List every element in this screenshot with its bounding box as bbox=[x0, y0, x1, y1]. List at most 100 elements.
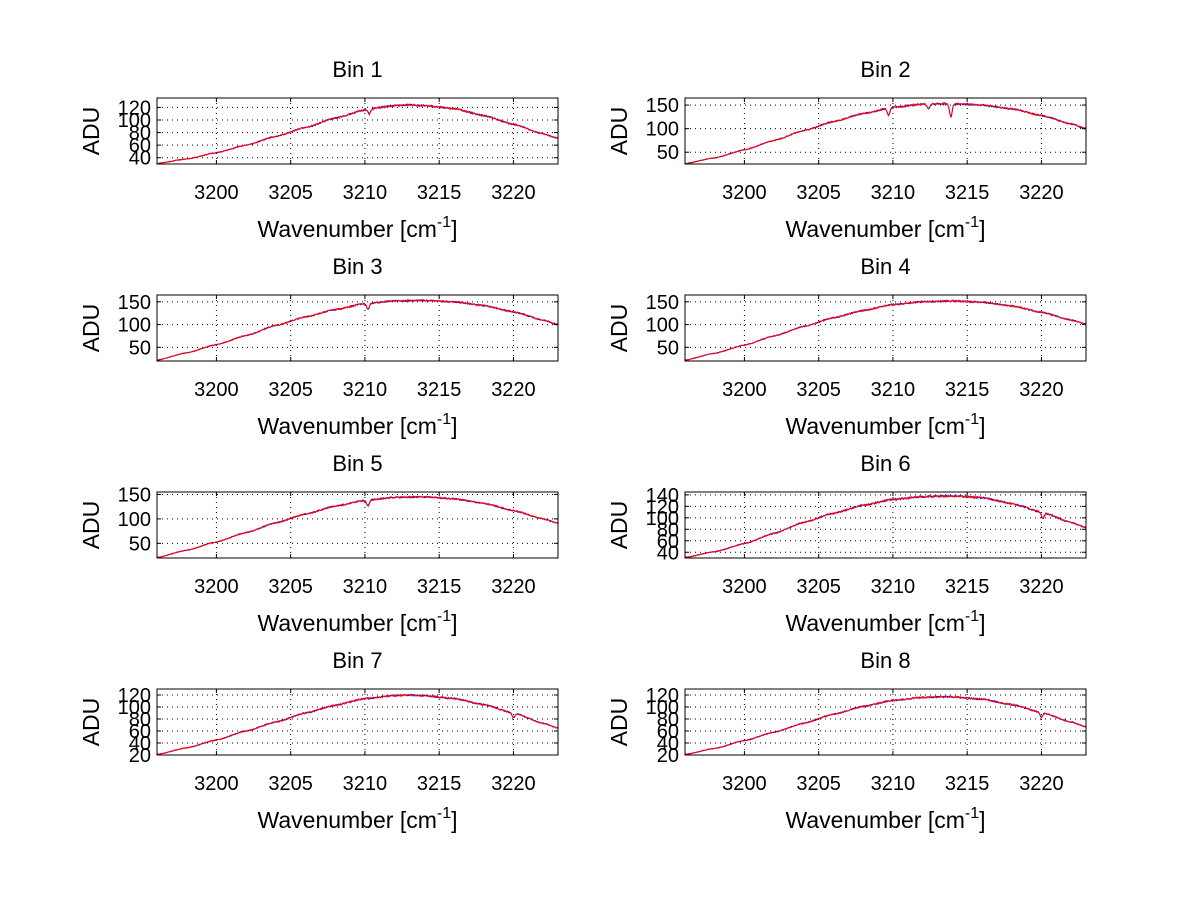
axes-frame bbox=[684, 491, 1087, 559]
series-line-1 bbox=[156, 693, 559, 755]
x-axis-label-exponent: -1 bbox=[965, 214, 979, 231]
x-tick-label: 3220 bbox=[491, 773, 536, 795]
x-axis-label-exponent: -1 bbox=[965, 608, 979, 625]
y-axis-label: ADU bbox=[606, 501, 632, 550]
x-tick-label: 3200 bbox=[722, 182, 767, 204]
x-tick-label: 3205 bbox=[268, 576, 313, 598]
x-tick-label: 3220 bbox=[1019, 182, 1064, 204]
x-tick-label: 3210 bbox=[871, 773, 916, 795]
y-tick-label: 20 bbox=[657, 745, 679, 767]
y-tick-label: 80 bbox=[129, 123, 151, 145]
x-axis-label-bracket: ] bbox=[451, 807, 457, 833]
y-tick-label: 150 bbox=[118, 292, 151, 314]
x-tick-label: 3220 bbox=[1019, 576, 1064, 598]
y-tick-label: 120 bbox=[646, 496, 679, 518]
axes-frame bbox=[156, 688, 559, 756]
x-tick-label: 3205 bbox=[796, 379, 841, 401]
x-axis-label: Wavenumber [cm-1] bbox=[258, 411, 458, 439]
y-tick-label: 20 bbox=[129, 745, 151, 767]
x-tick-label: 3205 bbox=[268, 182, 313, 204]
x-tick-label: 3200 bbox=[194, 379, 239, 401]
y-axis-label: ADU bbox=[78, 698, 104, 747]
x-tick-label: 3205 bbox=[796, 576, 841, 598]
x-tick-label: 3215 bbox=[945, 182, 990, 204]
subplot-title: Bin 5 bbox=[332, 451, 382, 476]
subplot-title: Bin 3 bbox=[332, 254, 382, 279]
y-tick-label: 60 bbox=[129, 721, 151, 743]
y-axis-label: ADU bbox=[606, 107, 632, 156]
series-line-1 bbox=[684, 494, 1087, 558]
axes-frame bbox=[684, 294, 1087, 362]
series-line-2 bbox=[684, 102, 1087, 165]
x-tick-label: 3220 bbox=[1019, 379, 1064, 401]
y-tick-label: 120 bbox=[118, 685, 151, 707]
y-tick-label: 40 bbox=[129, 148, 151, 170]
x-axis-label-bracket: ] bbox=[979, 807, 985, 833]
x-axis-label-exponent: -1 bbox=[965, 411, 979, 428]
x-axis-label-text: Wavenumber [cm bbox=[258, 216, 437, 242]
y-axis-label: ADU bbox=[78, 107, 104, 156]
series-line-1 bbox=[684, 101, 1087, 165]
y-tick-label: 140 bbox=[646, 485, 679, 507]
x-axis-label-text: Wavenumber [cm bbox=[258, 413, 437, 439]
y-tick-label: 100 bbox=[646, 315, 679, 337]
x-tick-label: 3205 bbox=[796, 182, 841, 204]
x-tick-label: 3215 bbox=[945, 773, 990, 795]
x-axis-label-bracket: ] bbox=[451, 216, 457, 242]
x-tick-label: 3215 bbox=[945, 379, 990, 401]
series-line-1 bbox=[156, 103, 559, 165]
y-tick-label: 100 bbox=[118, 110, 151, 132]
x-tick-label: 3200 bbox=[194, 576, 239, 598]
x-axis-label-bracket: ] bbox=[451, 413, 457, 439]
x-axis-label-text: Wavenumber [cm bbox=[786, 807, 965, 833]
x-axis-label-exponent: -1 bbox=[437, 608, 451, 625]
x-tick-label: 3220 bbox=[1019, 773, 1064, 795]
axes-frame bbox=[156, 294, 559, 362]
series-line-2 bbox=[156, 495, 559, 559]
y-tick-label: 100 bbox=[646, 508, 679, 530]
x-axis-label: Wavenumber [cm-1] bbox=[258, 805, 458, 833]
y-tick-label: 80 bbox=[657, 519, 679, 541]
x-axis-label-exponent: -1 bbox=[437, 411, 451, 428]
y-tick-label: 50 bbox=[657, 337, 679, 359]
subplot-6: Bin 6 3200 3205 3210 3215 3220 406080100120140… bbox=[606, 451, 1087, 636]
x-axis-label-exponent: -1 bbox=[437, 805, 451, 822]
x-axis-label-exponent: -1 bbox=[437, 214, 451, 231]
y-tick-label: 120 bbox=[646, 685, 679, 707]
y-tick-label: 40 bbox=[129, 733, 151, 755]
axes-frame bbox=[156, 97, 559, 165]
series-line-2 bbox=[684, 299, 1087, 361]
y-tick-label: 50 bbox=[657, 142, 679, 164]
subplot-title: Bin 2 bbox=[860, 57, 910, 82]
x-axis-label-bracket: ] bbox=[451, 610, 457, 636]
x-axis-label-bracket: ] bbox=[979, 216, 985, 242]
y-tick-label: 150 bbox=[646, 95, 679, 117]
y-tick-label: 100 bbox=[118, 315, 151, 337]
y-axis-label: ADU bbox=[78, 501, 104, 550]
x-tick-label: 3200 bbox=[194, 182, 239, 204]
x-axis-label-text: Wavenumber [cm bbox=[786, 216, 965, 242]
y-tick-label: 50 bbox=[129, 533, 151, 555]
x-tick-label: 3220 bbox=[491, 182, 536, 204]
x-axis-label: Wavenumber [cm-1] bbox=[258, 608, 458, 636]
x-tick-label: 3205 bbox=[268, 773, 313, 795]
y-axis-label: ADU bbox=[606, 304, 632, 353]
x-axis-label-bracket: ] bbox=[979, 413, 985, 439]
x-tick-label: 3210 bbox=[343, 182, 388, 204]
x-axis-label-text: Wavenumber [cm bbox=[786, 610, 965, 636]
series-line-1 bbox=[156, 495, 559, 559]
subplot-title: Bin 8 bbox=[860, 648, 910, 673]
x-tick-label: 3215 bbox=[417, 182, 462, 204]
x-tick-label: 3215 bbox=[417, 773, 462, 795]
axes-frame bbox=[156, 491, 559, 559]
series-line-2 bbox=[156, 103, 559, 165]
subplot-title: Bin 1 bbox=[332, 57, 382, 82]
x-tick-label: 3205 bbox=[268, 379, 313, 401]
